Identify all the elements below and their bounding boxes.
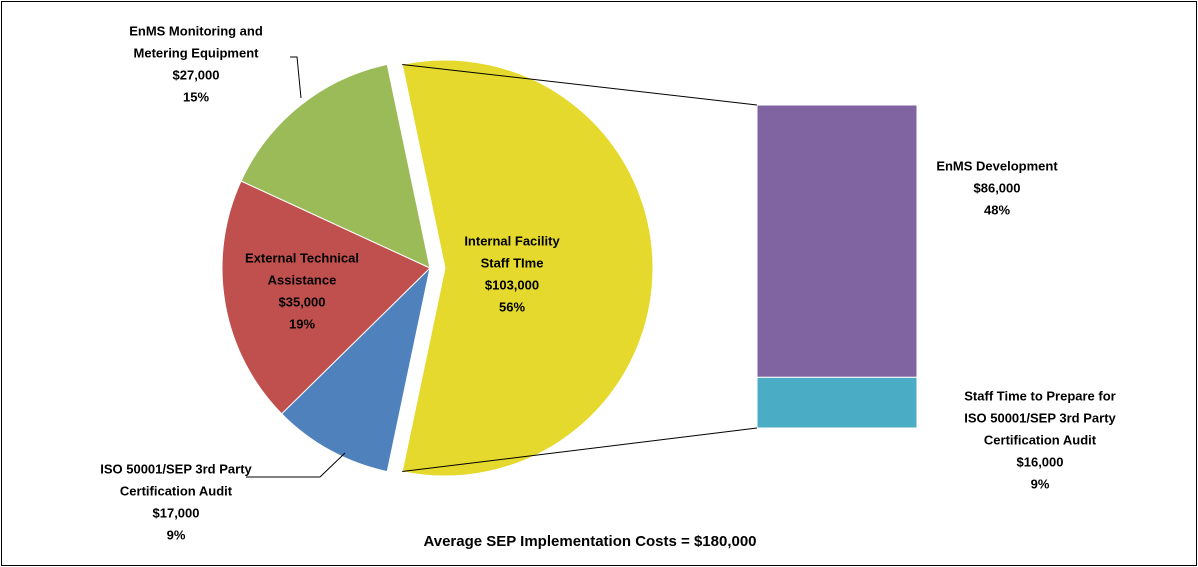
data-label: 48% — [984, 202, 1010, 217]
data-label: External Technical — [245, 250, 359, 265]
data-label: 19% — [289, 316, 315, 331]
data-label: 56% — [499, 299, 525, 314]
data-label: Certification Audit — [120, 483, 233, 498]
data-label: Staff Time to Prepare for — [964, 388, 1115, 403]
data-label: $17,000 — [153, 505, 200, 520]
data-label: $16,000 — [1017, 454, 1064, 469]
leader-line — [246, 452, 346, 478]
data-label: Certification Audit — [984, 432, 1097, 447]
data-label: Metering Equipment — [134, 45, 260, 60]
data-label: EnMS Monitoring and — [129, 23, 263, 38]
pie-slice — [221, 180, 431, 415]
pie-slice — [401, 59, 654, 477]
chart-title: Average SEP Implementation Costs = $180,… — [423, 533, 756, 550]
data-label: 15% — [183, 89, 209, 104]
leader-line — [290, 56, 302, 99]
data-label: Internal Facility — [464, 233, 560, 248]
data-label: 9% — [1031, 476, 1050, 491]
data-label: ISO 50001/SEP 3rd Party — [964, 410, 1116, 425]
bar-segment — [756, 104, 918, 378]
pie-slice — [280, 266, 431, 473]
data-label: $27,000 — [173, 67, 220, 82]
data-label: EnMS Development — [936, 158, 1058, 173]
connector-line — [402, 427, 758, 473]
data-label: 9% — [167, 527, 186, 542]
data-label: $35,000 — [279, 294, 326, 309]
data-label: Assistance — [268, 272, 337, 287]
pie-slice — [240, 63, 431, 269]
data-label: $86,000 — [974, 180, 1021, 195]
data-label: Staff TIme — [481, 255, 544, 270]
data-label: $103,000 — [485, 277, 539, 292]
connector-line — [402, 63, 758, 106]
bar-segment — [756, 376, 918, 429]
data-label: ISO 50001/SEP 3rd Party — [100, 461, 252, 476]
